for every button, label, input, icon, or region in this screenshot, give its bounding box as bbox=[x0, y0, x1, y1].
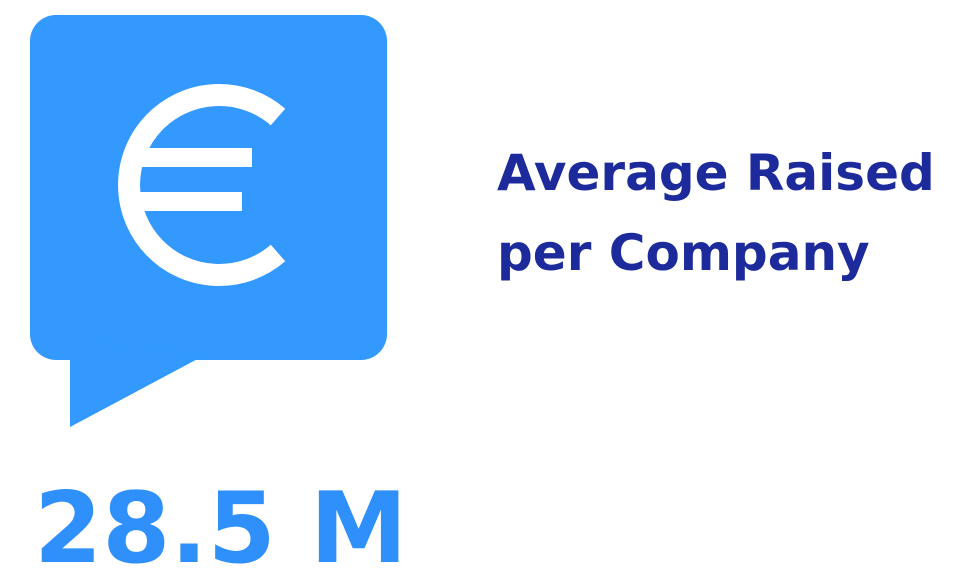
stat-value: 28.5 M bbox=[34, 472, 407, 571]
bubble-tail bbox=[70, 340, 205, 427]
euro-arc bbox=[118, 84, 286, 286]
euro-bar-top bbox=[130, 148, 252, 167]
label-line: Average Raised bbox=[497, 144, 935, 202]
bubble-body bbox=[30, 15, 387, 360]
label-line: per Company bbox=[497, 224, 870, 282]
speech-bubble-icon bbox=[30, 15, 387, 427]
euro-bar-bottom bbox=[130, 192, 242, 211]
